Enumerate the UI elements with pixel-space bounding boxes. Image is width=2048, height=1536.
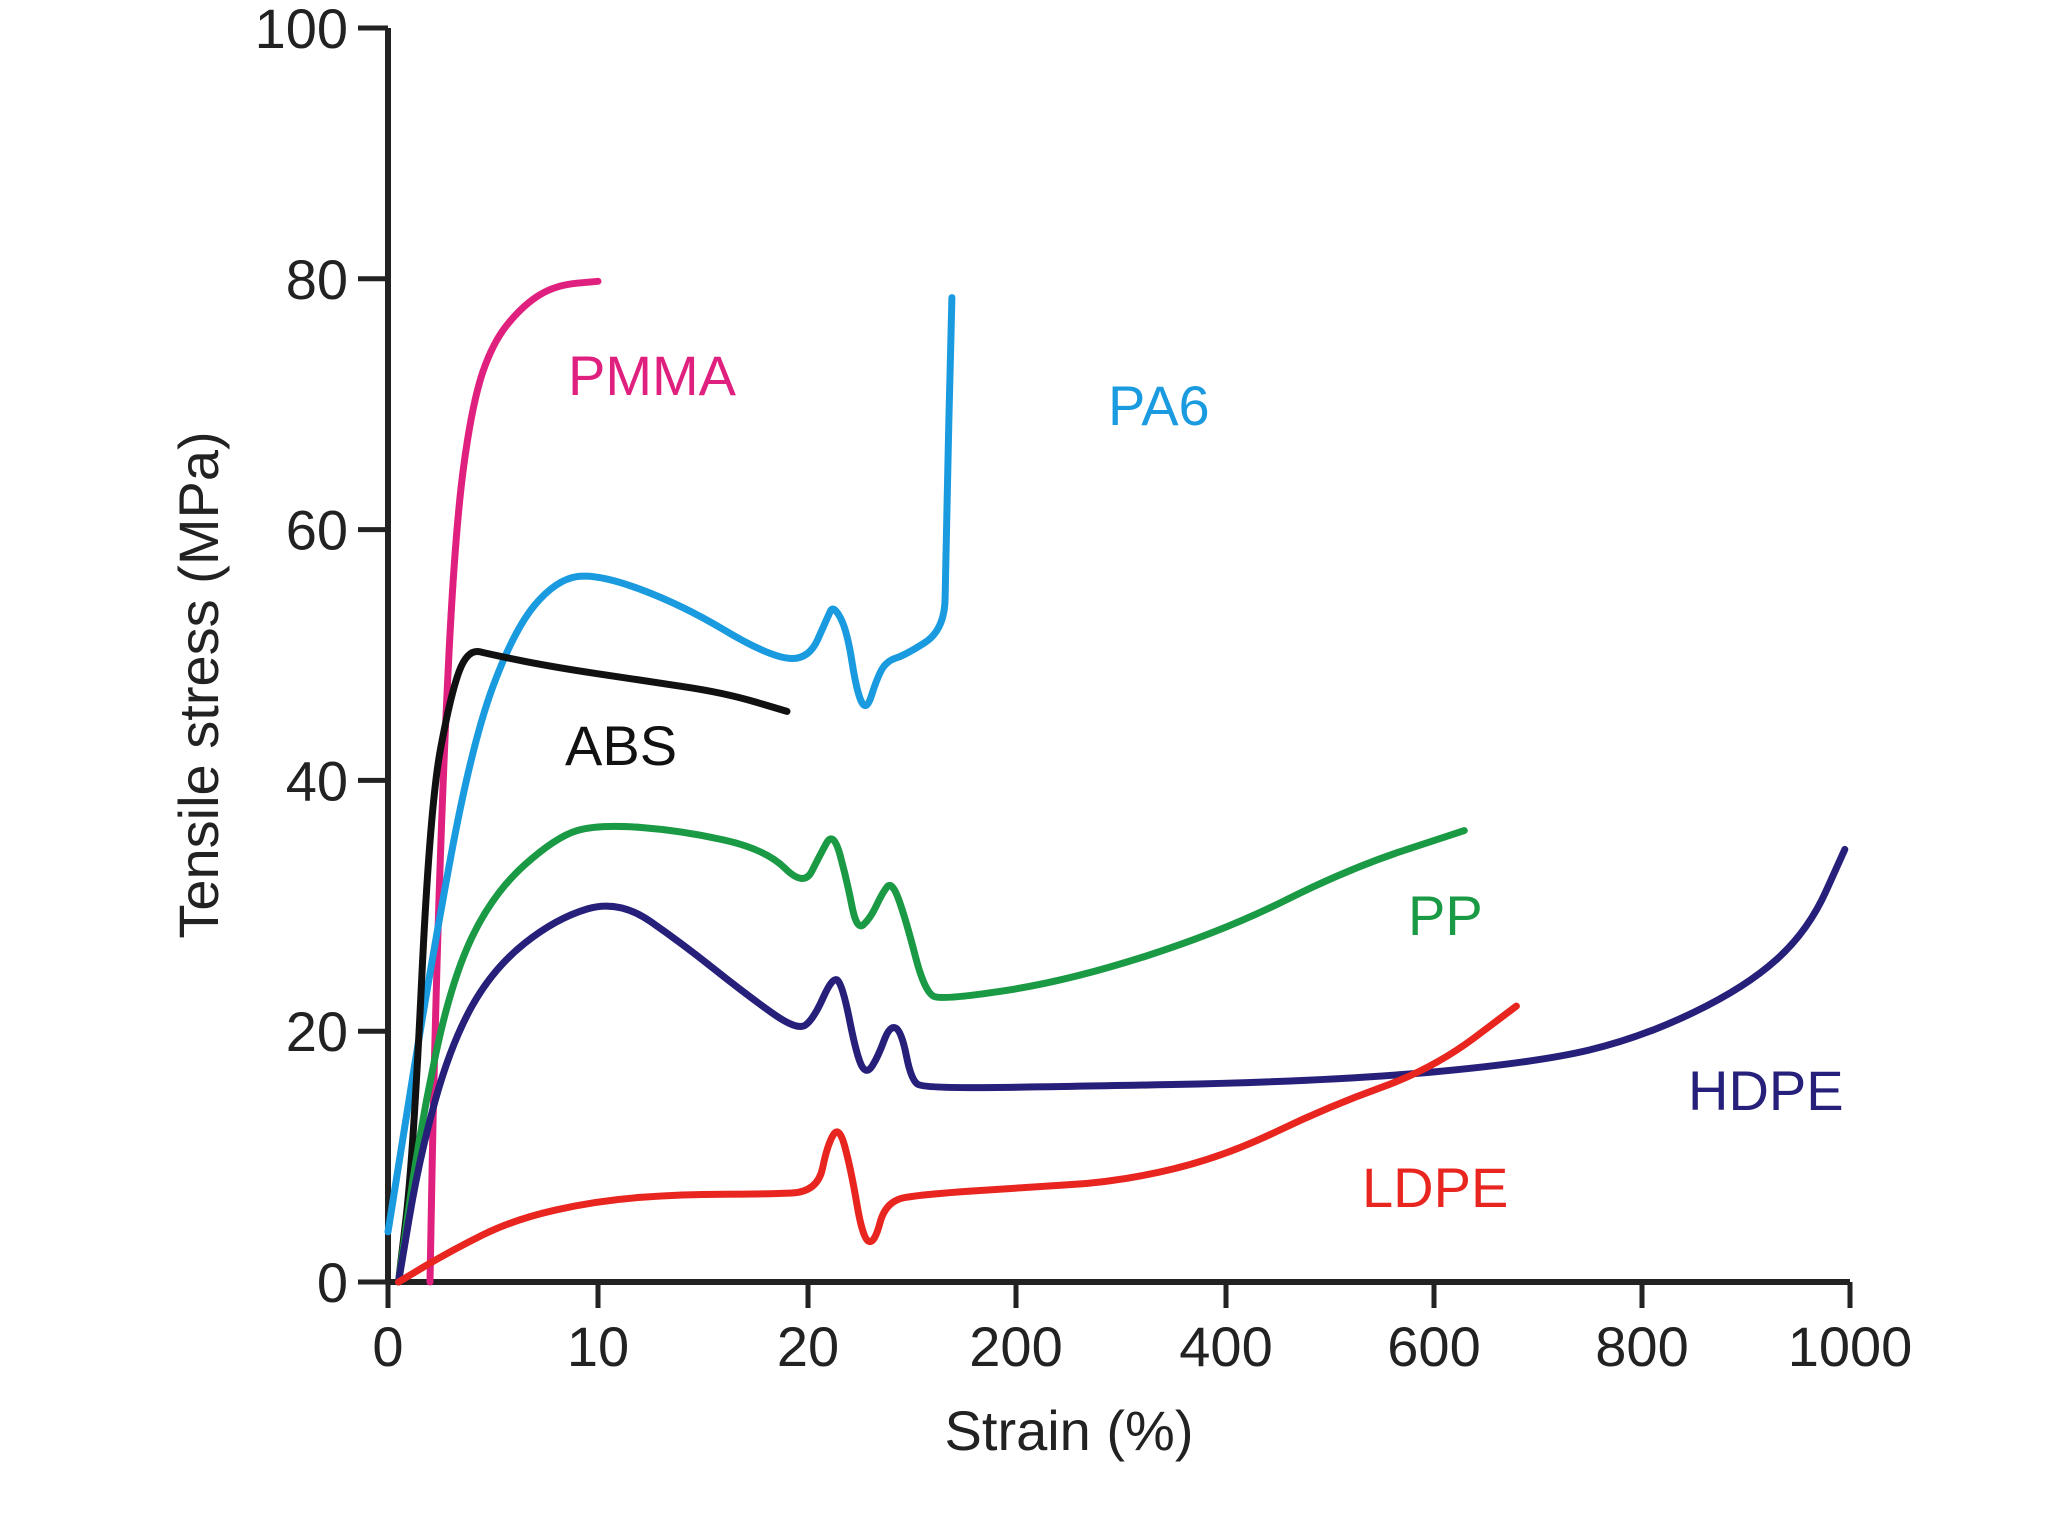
series-line-hdpe — [395, 845, 1849, 1286]
x-tick-label: 10 — [567, 1315, 629, 1378]
x-tick-label: 800 — [1595, 1315, 1688, 1378]
y-axis-title: Tensile stress (MPa) — [167, 431, 230, 938]
x-tick-label: 600 — [1387, 1315, 1480, 1378]
series-line-ldpe — [395, 1002, 1520, 1286]
x-tick-label: 0 — [372, 1315, 403, 1378]
plot-series — [384, 277, 1849, 1286]
series-label-abs: ABS — [565, 714, 677, 777]
series-label-pp: PP — [1408, 884, 1483, 947]
y-tick-label: 40 — [286, 749, 348, 812]
series-label-ldpe: LDPE — [1362, 1156, 1508, 1219]
y-tick-label: 0 — [317, 1251, 348, 1314]
x-axis-title: Strain (%) — [945, 1399, 1194, 1462]
series-label-pa6: PA6 — [1108, 374, 1210, 437]
series-line-pmma — [426, 277, 602, 1286]
series-line-pp — [395, 822, 1468, 1286]
y-tick-label: 20 — [286, 1000, 348, 1063]
axes — [385, 28, 1850, 1285]
x-tick-label: 400 — [1179, 1315, 1272, 1378]
y-tick-label: 60 — [286, 499, 348, 562]
series-line-abs — [395, 648, 791, 1286]
series-label-pmma: PMMA — [568, 344, 737, 407]
x-tick-label: 200 — [969, 1315, 1062, 1378]
y-tick-label: 80 — [286, 248, 348, 311]
series-labels: PMMA PA6 ABS PP HDPE LDPE — [565, 344, 1844, 1219]
x-tick-label: 1000 — [1788, 1315, 1913, 1378]
series-line-pa6 — [384, 294, 956, 1236]
series-label-hdpe: HDPE — [1688, 1059, 1844, 1122]
y-tick-label: 100 — [255, 0, 348, 60]
x-tick-label: 20 — [777, 1315, 839, 1378]
